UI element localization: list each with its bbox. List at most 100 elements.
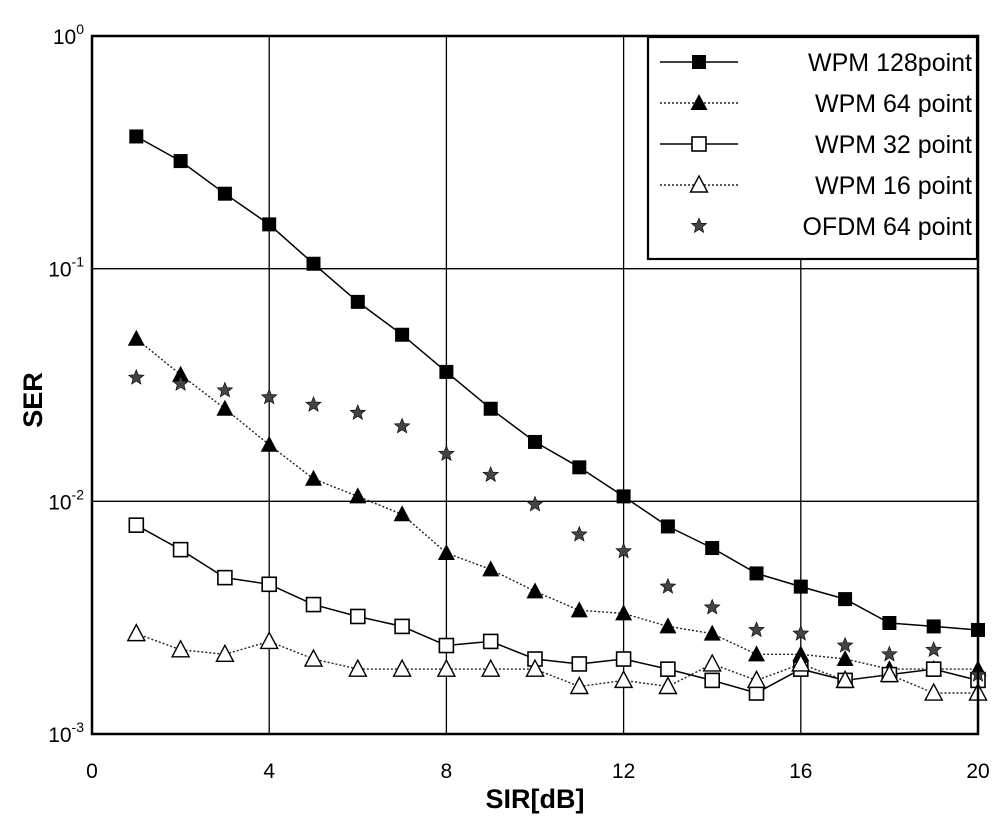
data-point: [305, 395, 322, 412]
legend: WPM 128point WPM 64 point WPM 32 point WPM …: [646, 35, 979, 261]
data-point: [348, 658, 368, 677]
data-point: [215, 643, 235, 663]
data-point: [260, 388, 278, 405]
data-point: [483, 401, 498, 416]
data-point: [792, 624, 810, 641]
x-tick-label: 20: [966, 760, 989, 783]
data-point: [216, 381, 234, 398]
data-point: [129, 129, 144, 144]
x-tick-label: 12: [612, 760, 635, 783]
data-point: [659, 617, 677, 634]
data-point: [481, 658, 501, 677]
data-point: [748, 685, 765, 701]
data-point: [703, 598, 721, 615]
legend-label: OFDM 64 point: [802, 213, 972, 241]
data-point: [305, 596, 322, 613]
data-point: [482, 466, 500, 482]
y-tick-label: 10-2: [48, 486, 84, 514]
x-tick-label: 8: [441, 760, 453, 783]
series-layer: [126, 129, 988, 701]
data-point: [128, 517, 145, 533]
data-point: [924, 682, 944, 701]
data-point: [879, 664, 900, 683]
data-point: [691, 136, 707, 152]
y-tick-label: 10-3: [48, 719, 84, 747]
data-point: [704, 672, 721, 689]
data-point: [836, 636, 854, 653]
data-point: [172, 365, 190, 382]
data-point: [658, 676, 678, 695]
data-point: [926, 619, 941, 634]
data-point: [881, 645, 898, 662]
data-point: [528, 434, 542, 449]
data-point: [437, 543, 455, 560]
data-point: [748, 621, 765, 638]
data-point: [882, 615, 897, 630]
data-point: [703, 624, 721, 641]
x-tick-label: 4: [263, 760, 275, 783]
data-point: [349, 487, 367, 504]
data-point: [615, 604, 633, 621]
x-tick-label: 0: [86, 760, 98, 783]
data-point: [394, 618, 410, 635]
data-point: [393, 505, 411, 522]
series-line: [135, 338, 978, 670]
data-point: [570, 601, 588, 618]
data-point: [838, 592, 853, 607]
legend-label: WPM 32 point: [815, 131, 972, 159]
data-point: [436, 658, 457, 677]
data-point: [660, 519, 675, 534]
data-point: [749, 566, 764, 581]
data-point: [925, 661, 942, 677]
series-line: [135, 135, 979, 631]
data-point: [835, 669, 855, 689]
series-line: [136, 632, 978, 694]
legend-item: WPM 64 point: [660, 90, 972, 118]
data-point: [127, 329, 145, 346]
data-point: [748, 645, 765, 662]
data-point: [349, 608, 366, 625]
legend-label: WPM 64 point: [815, 90, 972, 118]
data-point: [525, 658, 545, 677]
data-point: [439, 364, 454, 379]
data-point: [659, 577, 677, 594]
legend-label: WPM 128point: [808, 49, 972, 77]
data-point: [173, 154, 188, 169]
legend-label: WPM 16 point: [815, 172, 972, 200]
data-point: [482, 560, 500, 577]
data-point: [615, 542, 632, 559]
data-point: [690, 217, 708, 234]
legend-item: WPM 32 point: [660, 131, 972, 159]
legend-item: OFDM 64 point: [690, 213, 972, 241]
series-4: [126, 623, 988, 701]
data-point: [126, 623, 146, 642]
data-point: [925, 641, 943, 657]
x-tick-label: 16: [789, 760, 812, 783]
data-point: [615, 651, 632, 667]
data-point: [613, 669, 634, 689]
data-point: [689, 174, 709, 193]
data-point: [349, 404, 367, 420]
data-point: [303, 648, 324, 667]
series-3: [128, 517, 986, 701]
data-point: [572, 460, 587, 475]
data-point: [690, 94, 708, 110]
data-point: [692, 55, 706, 69]
data-point: [350, 294, 365, 309]
data-point: [395, 327, 410, 342]
data-point: [217, 569, 233, 586]
legend-item: WPM 128point: [660, 49, 972, 77]
data-point: [746, 669, 767, 689]
x-axis-title: SIR[dB]: [486, 784, 585, 814]
data-point: [305, 469, 322, 486]
data-point: [261, 576, 278, 593]
data-point: [216, 399, 234, 416]
data-point: [570, 525, 588, 542]
data-point: [482, 633, 499, 650]
data-point: [792, 645, 810, 662]
plot-frame: [90, 34, 980, 736]
data-point: [260, 435, 278, 452]
data-point: [702, 653, 722, 672]
